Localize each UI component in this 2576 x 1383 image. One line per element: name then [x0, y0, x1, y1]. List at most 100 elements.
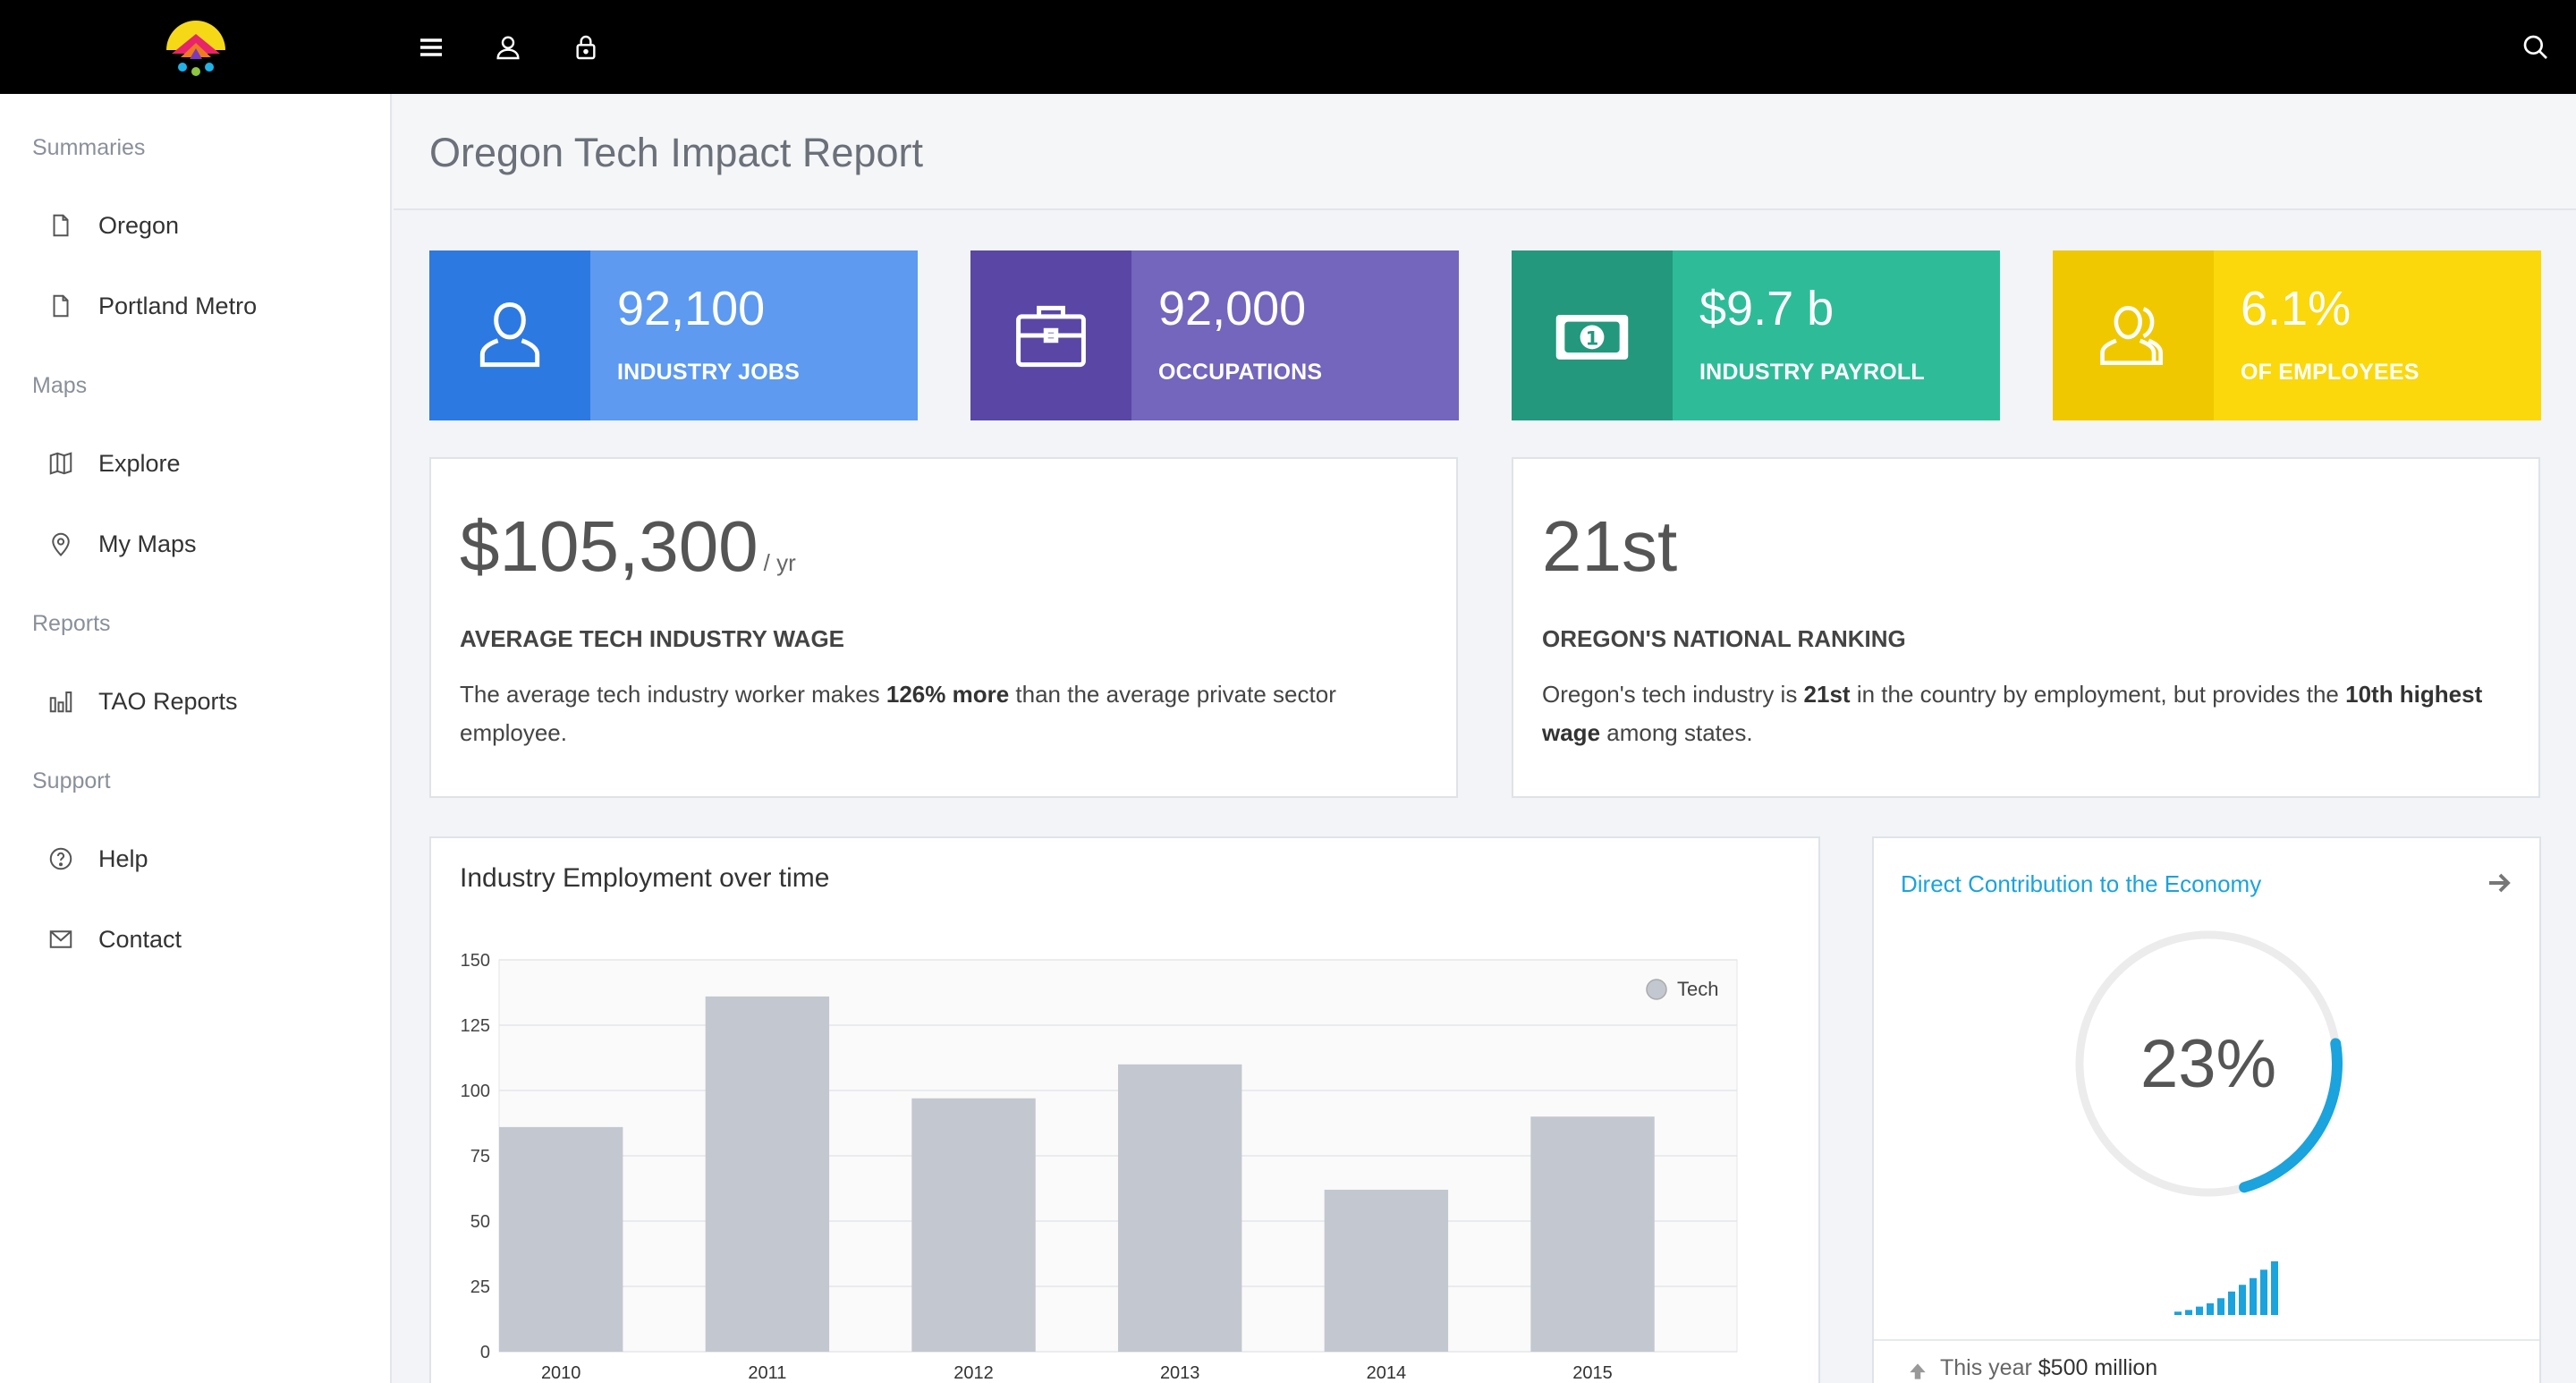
stat-tile-industry-jobs: 92,100 INDUSTRY JOBS [429, 250, 918, 420]
sidebar: Summaries Oregon Portland Metro Maps Exp… [0, 94, 392, 1383]
wage-unit: / yr [763, 549, 796, 576]
briefcase-icon [970, 250, 1131, 420]
footer-prefix: This year [1940, 1355, 2032, 1380]
search-icon[interactable] [2513, 25, 2558, 70]
bar [1324, 1189, 1449, 1352]
card-description: Oregon's tech industry is 21st in the co… [1542, 675, 2503, 752]
contribution-donut-chart: 23% [2075, 930, 2343, 1315]
economy-contribution-card: Direct Contribution to the Economy 23% T… [1872, 836, 2541, 1383]
text-segment: in the country by employment, but provid… [1850, 681, 2346, 708]
text-segment: The average tech industry worker makes [460, 681, 886, 708]
help-circle-icon [45, 843, 77, 875]
svg-text:1: 1 [1586, 327, 1599, 350]
text-bold: 21st [1803, 681, 1851, 708]
sparkline-bar [2217, 1298, 2224, 1315]
lock-icon[interactable] [564, 25, 608, 70]
bar [1530, 1116, 1655, 1352]
document-icon [45, 290, 77, 322]
text-segment: among states. [1600, 719, 1753, 746]
sparkline-bar [2174, 1311, 2182, 1315]
x-tick-label: 2012 [953, 1363, 994, 1383]
menu-icon[interactable] [409, 25, 453, 70]
x-tick-label: 2015 [1572, 1363, 1613, 1383]
sidebar-item-label: Oregon [98, 211, 180, 239]
person-icon [429, 250, 590, 420]
wage-amount: $105,300 [460, 506, 758, 586]
stat-tile-industry-payroll: 1 $9.7 b INDUSTRY PAYROLL [1512, 250, 2000, 420]
sidebar-item-help[interactable]: Help [45, 834, 367, 884]
sparkline-bar [2196, 1306, 2203, 1315]
tile-value: 92,000 [1158, 282, 1307, 335]
tile-label: OCCUPATIONS [1158, 360, 1323, 385]
bar [705, 996, 830, 1352]
sparkline-bar [2207, 1302, 2214, 1315]
text-segment: Oregon's tech industry is [1542, 681, 1804, 708]
contribution-footer-text: This year $500 million [1940, 1355, 2157, 1381]
arrow-right-icon[interactable] [2484, 867, 2516, 899]
tile-label: OF EMPLOYEES [2241, 360, 2419, 385]
tile-value: $9.7 b [1699, 282, 1835, 335]
average-wage-value: $105,300/ yr [460, 505, 796, 588]
card-footer-divider [1874, 1339, 2539, 1341]
sidebar-item-portland-metro[interactable]: Portland Metro [45, 281, 367, 331]
bar [911, 1098, 1036, 1352]
money-icon: 1 [1512, 250, 1673, 420]
sidebar-section-reports: Reports [32, 611, 111, 636]
sparkline-bar [2271, 1261, 2278, 1315]
arrow-up-icon [1910, 1363, 1926, 1379]
x-tick-label: 2011 [748, 1363, 786, 1383]
footer-value: $500 million [2038, 1355, 2158, 1380]
stat-tile-occupations: 92,000 OCCUPATIONS [970, 250, 1459, 420]
card-description: The average tech industry worker makes 1… [460, 675, 1420, 752]
app-logo[interactable] [163, 18, 229, 81]
text-bold: 10th highest wage [1542, 681, 2483, 746]
sidebar-section-summaries: Summaries [32, 135, 146, 160]
y-tick-label: 75 [470, 1147, 490, 1167]
tile-label: INDUSTRY PAYROLL [1699, 360, 1925, 385]
sparkline-bar [2185, 1310, 2192, 1315]
tile-value: 6.1% [2241, 282, 2351, 335]
sidebar-item-contact[interactable]: Contact [45, 914, 367, 964]
sparkline-bar [2228, 1291, 2235, 1315]
sidebar-item-oregon[interactable]: Oregon [45, 200, 367, 250]
contribution-title-link[interactable]: Direct Contribution to the Economy [1901, 870, 2262, 897]
people-icon [2053, 250, 2214, 420]
text-bold: 126% more [886, 681, 1010, 708]
sidebar-item-label: My Maps [98, 530, 197, 557]
page-title: Oregon Tech Impact Report [429, 130, 923, 175]
average-wage-card: $105,300/ yr AVERAGE TECH INDUSTRY WAGE … [429, 457, 1458, 798]
sidebar-item-explore[interactable]: Explore [45, 438, 367, 488]
employment-chart-card: Industry Employment over time 0 25 50 75 100… [429, 836, 1820, 1383]
employment-bar-chart: 0 25 50 75 100 125 150 2010 2011 2012 2013 2014 2015… [461, 951, 1738, 1383]
user-icon[interactable] [486, 25, 530, 70]
stat-tile-of-employees: 6.1% OF EMPLOYEES [2053, 250, 2541, 420]
ranking-value: 21st [1542, 506, 1678, 586]
sidebar-item-label: Help [98, 844, 148, 872]
y-tick-label: 125 [461, 1016, 490, 1036]
tile-label: INDUSTRY JOBS [617, 360, 801, 385]
donut-percent-label: 23% [2140, 1026, 2276, 1102]
y-tick-label: 25 [470, 1277, 490, 1297]
top-navbar [0, 0, 2576, 94]
card-heading: OREGON'S NATIONAL RANKING [1542, 625, 1906, 652]
sidebar-item-label: Portland Metro [98, 292, 258, 319]
y-tick-label: 100 [461, 1082, 490, 1101]
legend-label: Tech [1677, 978, 1718, 1000]
map-icon [45, 447, 77, 479]
text-segment: than the average private sector employee… [460, 681, 1336, 746]
page-header: Oregon Tech Impact Report [394, 96, 2576, 210]
bar [499, 1126, 623, 1352]
x-tick-label: 2014 [1367, 1363, 1407, 1383]
sparkline-bar [2239, 1285, 2246, 1315]
mail-icon [45, 923, 77, 955]
sidebar-item-my-maps[interactable]: My Maps [45, 519, 367, 569]
y-tick-label: 0 [480, 1343, 490, 1362]
legend-marker [1646, 979, 1667, 1000]
sidebar-section-maps: Maps [32, 373, 88, 398]
y-tick-label: 150 [461, 951, 490, 971]
national-ranking-card: 21st OREGON'S NATIONAL RANKING Oregon's … [1512, 457, 2540, 798]
sidebar-item-tao-reports[interactable]: TAO Reports [45, 676, 367, 726]
x-tick-label: 2013 [1160, 1363, 1200, 1383]
card-heading: AVERAGE TECH INDUSTRY WAGE [460, 625, 845, 652]
sparkline-bar [2260, 1269, 2267, 1315]
